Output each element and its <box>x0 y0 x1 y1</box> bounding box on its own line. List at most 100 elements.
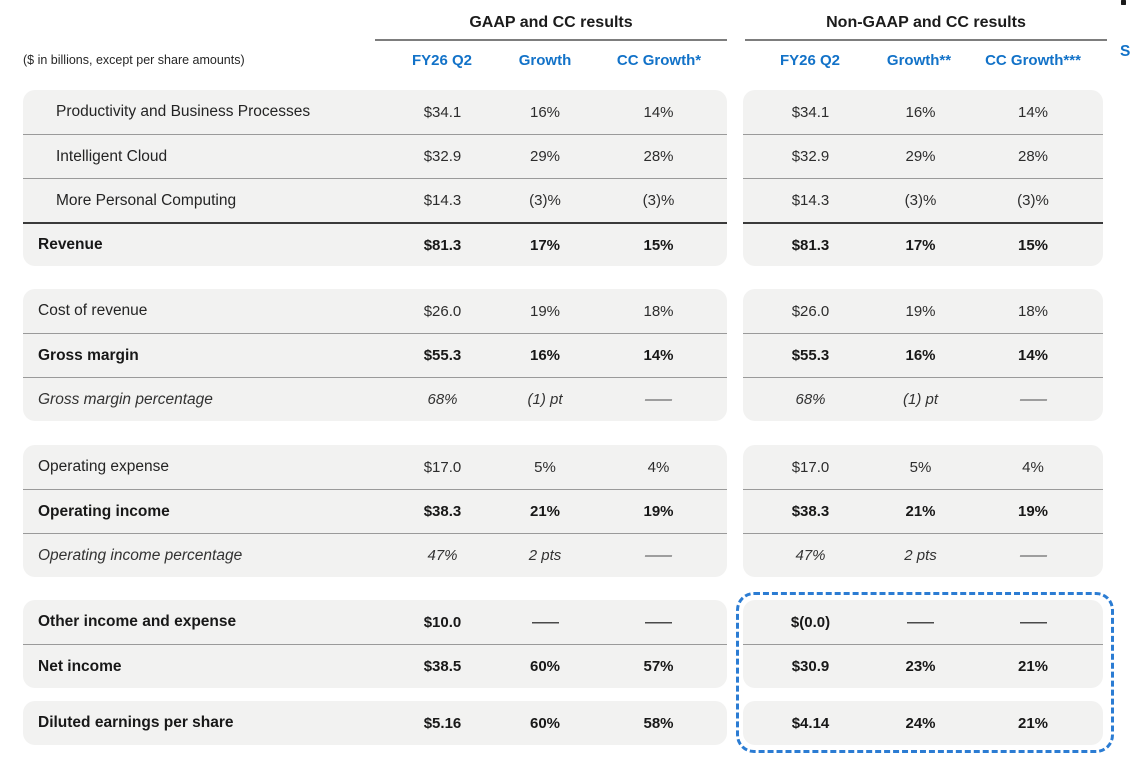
gaap-value-cell: $81.3 <box>423 236 462 254</box>
gaap-value-cell: — <box>500 614 590 631</box>
table-row: More Personal Computing $14.3 (3)% (3)% $14.… <box>23 178 1108 222</box>
nongaap-value-cell: — <box>963 391 1103 408</box>
nongaap-col-header-growth: Growth** <box>886 52 952 69</box>
column-gutter <box>727 90 743 134</box>
gaap-value-cell: 58% <box>643 714 674 732</box>
row-label: Gross margin percentage <box>38 390 213 408</box>
em-dash: — <box>645 613 672 631</box>
gaap-group-underline <box>375 39 727 41</box>
row-label: Operating expense <box>38 458 169 475</box>
row-left-strip: Operating expense $17.0 5% 4% <box>23 445 727 489</box>
nongaap-value-cell: 16% <box>905 347 936 364</box>
gaap-value-cell: $32.9 <box>423 148 462 165</box>
column-gutter <box>727 377 743 421</box>
table-row: Other income and expense $10.0 — — $(0.0) — — <box>23 600 1108 644</box>
em-dash: — <box>645 391 672 408</box>
nongaap-value-cell: $38.3 <box>791 503 830 520</box>
gaap-value-cell: 19% <box>643 503 674 520</box>
nongaap-col-header-cc-growth: CC Growth*** <box>985 52 1081 69</box>
gaap-value-cell: 68% <box>427 391 458 408</box>
row-label: Net income <box>38 657 122 675</box>
nongaap-value-cell: $34.1 <box>791 103 830 121</box>
row-left-strip: Revenue $81.3 17% 15% <box>23 222 727 266</box>
gaap-value-cell: 19% <box>529 302 561 320</box>
gaap-value-cell: (1) pt <box>527 391 563 408</box>
table-row: Productivity and Business Processes $34.1… <box>23 90 1108 134</box>
row-label: Operating income percentage <box>38 546 243 564</box>
column-gutter <box>727 178 743 222</box>
gaap-value-cell: 14% <box>643 347 674 364</box>
nongaap-value-cell: 18% <box>1017 302 1049 320</box>
gaap-value-cell: $26.0 <box>423 302 462 320</box>
row-label: Diluted earnings per share <box>38 714 234 731</box>
row-right-strip: $55.3 16% 14% <box>743 333 1103 377</box>
results-table: Productivity and Business Processes $34.1… <box>23 90 1108 745</box>
row-right-strip: $30.9 23% 21% <box>743 644 1103 688</box>
nongaap-value-cell: — <box>878 614 963 631</box>
gaap-value-cell: 2 pts <box>528 547 562 564</box>
row-right-strip: $26.0 19% 18% <box>743 289 1103 333</box>
nongaap-value-cell: $4.14 <box>791 714 830 732</box>
nongaap-value-cell: — <box>963 614 1103 631</box>
table-row: Intelligent Cloud $32.9 29% 28% $32.9 29% 28% <box>23 134 1108 178</box>
side-panel-heading-fragment: S <box>1120 43 1131 60</box>
nongaap-value-cell: 21% <box>905 503 936 520</box>
gaap-value-cell: 18% <box>643 302 674 320</box>
column-gutter <box>727 644 743 688</box>
row-label: Intelligent Cloud <box>56 147 168 165</box>
gaap-value-cell: $55.3 <box>423 347 462 364</box>
row-left-strip: Productivity and Business Processes $34.1… <box>23 90 727 134</box>
gaap-value-cell: 57% <box>643 658 674 675</box>
gaap-group-title: GAAP and CC results <box>469 14 633 31</box>
nongaap-value-cell: $30.9 <box>791 658 830 675</box>
em-dash: — <box>907 613 934 631</box>
nongaap-value-cell: 4% <box>1022 458 1044 476</box>
nongaap-value-cell: — <box>963 547 1103 564</box>
column-gutter <box>727 222 743 266</box>
nongaap-value-cell: 14% <box>1017 103 1049 121</box>
gaap-value-cell: 29% <box>529 148 561 165</box>
gaap-value-cell: 60% <box>529 658 561 675</box>
gaap-value-cell: 4% <box>647 458 670 476</box>
row-right-strip: $38.3 21% 19% <box>743 489 1103 533</box>
gaap-value-cell: $14.3 <box>423 192 462 209</box>
nongaap-value-cell: 2 pts <box>904 547 937 564</box>
table-row: Gross margin percentage 68% (1) pt — 68% (1) … <box>23 377 1108 421</box>
row-right-strip: $4.14 24% 21% <box>743 701 1103 745</box>
row-label: Gross margin <box>38 346 139 364</box>
nongaap-value-cell: (3)% <box>1017 192 1049 209</box>
nongaap-value-cell: 68% <box>795 391 826 408</box>
gaap-col-header-quarter: FY26 Q2 <box>411 52 473 69</box>
table-row: Operating income percentage 47% 2 pts — 47% 2… <box>23 533 1108 577</box>
gaap-value-cell: 28% <box>643 148 674 165</box>
table-row: Operating expense $17.0 5% 4% $17.0 5% 4% <box>23 445 1108 489</box>
column-gutter <box>727 533 743 577</box>
column-gutter <box>727 600 743 644</box>
table-section: Other income and expense $10.0 — — $(0.0) — — N… <box>23 600 1108 688</box>
gaap-value-cell: (3)% <box>529 192 561 209</box>
nongaap-group-underline <box>745 39 1107 41</box>
nongaap-value-cell: 17% <box>905 236 936 254</box>
column-gutter <box>727 289 743 333</box>
gaap-value-cell: 15% <box>643 236 674 254</box>
gaap-value-cell: 60% <box>529 714 561 732</box>
row-left-strip: Gross margin $55.3 16% 14% <box>23 333 727 377</box>
em-dash: — <box>1019 613 1047 631</box>
nongaap-value-cell: 5% <box>909 458 932 476</box>
gaap-value-cell: 5% <box>534 458 556 476</box>
row-right-strip: $17.0 5% 4% <box>743 445 1103 489</box>
column-gutter <box>727 489 743 533</box>
table-row: Diluted earnings per share $5.16 60% 58% $4.… <box>23 701 1108 745</box>
row-label: More Personal Computing <box>56 191 237 209</box>
gaap-value-cell: — <box>590 614 727 631</box>
row-label: Productivity and Business Processes <box>56 103 311 120</box>
gaap-value-cell: $5.16 <box>423 714 462 732</box>
gaap-value-cell: — <box>590 547 727 564</box>
nongaap-value-cell: 21% <box>1017 658 1049 675</box>
em-dash: — <box>1019 547 1047 564</box>
column-gutter <box>727 134 743 178</box>
gaap-value-cell: 17% <box>529 236 561 254</box>
row-label: Other income and expense <box>38 613 237 630</box>
table-row: Net income $38.5 60% 57% $30.9 23% 21% <box>23 644 1108 688</box>
nongaap-value-cell: 19% <box>905 302 936 320</box>
